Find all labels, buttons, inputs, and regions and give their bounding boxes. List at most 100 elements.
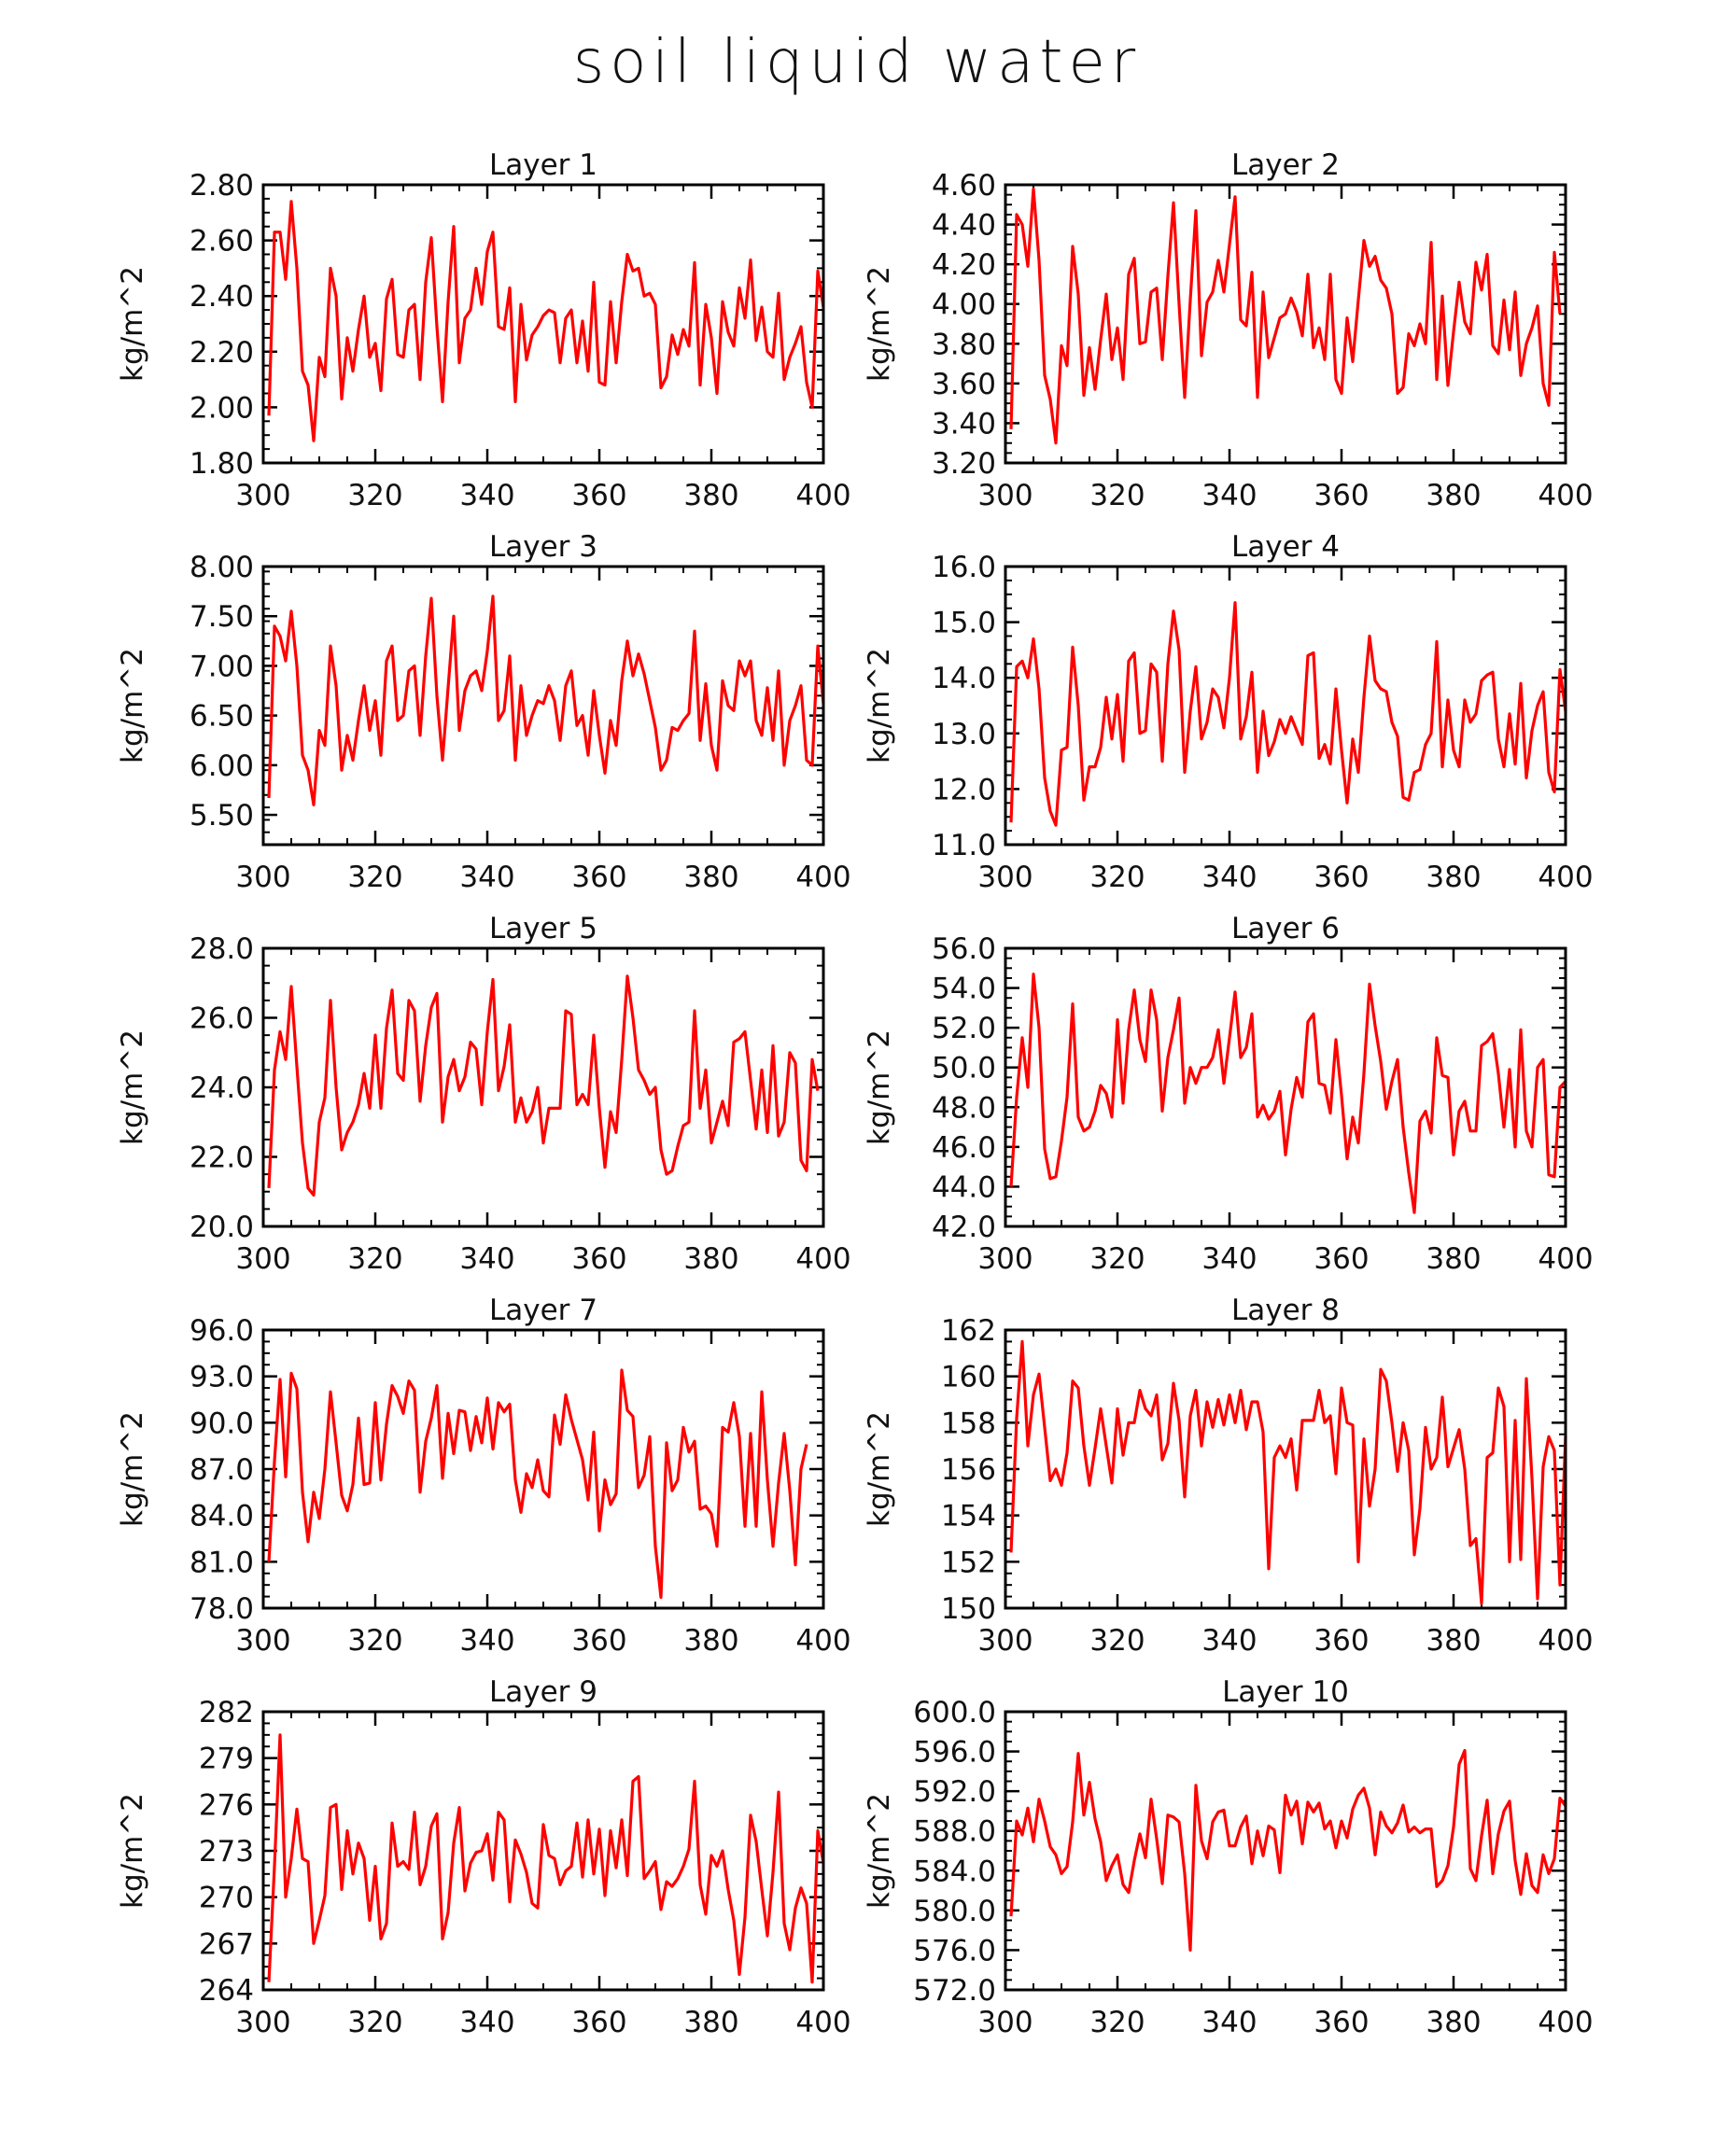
chart-layer-1: 300 320 340 360 380 400 1.80 2.00 2.20 2.40 2.60 2.…	[116, 148, 851, 512]
y-axis-label: kg/m^2	[116, 648, 149, 763]
y-axis-label: kg/m^2	[116, 1793, 149, 1909]
x-tick-label: 380	[683, 479, 738, 512]
x-tick-label: 300	[977, 2006, 1033, 2039]
y-tick-label: 576.0	[913, 1934, 996, 1967]
series-line	[269, 1735, 823, 1982]
y-tick-label: 44.0	[932, 1170, 996, 1204]
x-tick-label: 300	[235, 861, 290, 894]
x-tick-label: 340	[1201, 1624, 1257, 1658]
plot-frame	[263, 1330, 823, 1608]
x-tick-label: 380	[683, 1242, 738, 1276]
y-tick-label: 54.0	[932, 973, 996, 1006]
y-tick-label: 4.00	[932, 288, 996, 322]
plot-frame	[263, 567, 823, 845]
panel-title: Layer 8	[1231, 1294, 1340, 1327]
x-tick-label: 360	[1314, 1624, 1369, 1658]
panel-title: Layer 6	[1231, 912, 1340, 945]
y-tick-label: 592.0	[913, 1775, 996, 1809]
y-tick-label: 4.60	[932, 169, 996, 203]
y-tick-label: 8.00	[190, 551, 254, 584]
y-tick-label: 162	[941, 1314, 996, 1348]
x-tick-label: 340	[1201, 479, 1257, 512]
x-tick-label: 320	[1089, 861, 1145, 894]
y-tick-label: 5.50	[190, 799, 254, 833]
x-tick-label: 360	[571, 861, 626, 894]
y-tick-label: 42.0	[932, 1211, 996, 1244]
chart-layer-3: 300 320 340 360 380 400 5.50 6.00 6.50 7.00 7.50 8.…	[116, 530, 851, 894]
y-tick-label: 273	[199, 1835, 254, 1869]
plot-frame	[263, 185, 823, 463]
x-tick-label: 380	[1426, 1242, 1481, 1276]
y-tick-label: 596.0	[913, 1736, 996, 1770]
x-tick-label: 340	[1201, 861, 1257, 894]
chart-layer-4: 300 320 340 360 380 40011.012.013.014.015.016…	[863, 530, 1594, 894]
x-tick-label: 380	[1426, 861, 1481, 894]
y-tick-label: 2.40	[190, 280, 254, 314]
y-axis-label: kg/m^2	[116, 266, 149, 382]
x-tick-label: 380	[683, 2006, 738, 2039]
x-tick-label: 400	[795, 1242, 850, 1276]
panel-title: Layer 5	[489, 912, 597, 945]
y-tick-label: 580.0	[913, 1895, 996, 1928]
y-tick-label: 96.0	[190, 1314, 254, 1348]
plot-frame	[1005, 567, 1566, 845]
y-tick-label: 264	[199, 1974, 254, 2008]
chart-layer-2: 300 320 340 360 380 4003.203.403.603.804.004.…	[863, 148, 1594, 512]
y-tick-label: 26.0	[190, 1002, 254, 1036]
chart-layer-9: 300 320 340 360 380 400264267270273276279282L…	[116, 1675, 851, 2039]
x-tick-label: 340	[459, 861, 514, 894]
panel-title: Layer 2	[1231, 148, 1340, 182]
x-tick-label: 300	[977, 1242, 1033, 1276]
y-axis-label: kg/m^2	[863, 1029, 896, 1145]
x-tick-label: 300	[235, 479, 290, 512]
y-tick-label: 600.0	[913, 1696, 996, 1729]
y-axis-label: kg/m^2	[863, 648, 896, 763]
y-tick-label: 3.60	[932, 368, 996, 401]
series-line	[1011, 603, 1566, 825]
x-tick-label: 380	[1426, 479, 1481, 512]
x-tick-label: 400	[1538, 1242, 1593, 1276]
x-tick-label: 320	[347, 479, 402, 512]
x-tick-label: 320	[347, 1624, 402, 1658]
y-tick-label: 158	[941, 1407, 996, 1440]
x-tick-label: 400	[795, 2006, 850, 2039]
panel-title: Layer 4	[1231, 530, 1340, 564]
y-axis-label: kg/m^2	[863, 266, 896, 382]
x-tick-label: 400	[1538, 2006, 1593, 2039]
y-axis-label: kg/m^2	[116, 1411, 149, 1527]
x-tick-label: 360	[1314, 861, 1369, 894]
y-tick-label: 52.0	[932, 1012, 996, 1045]
chart-layer-6: 300 320 340 360 380 40042.044.046.048.050.052…	[863, 912, 1594, 1276]
y-axis-label: kg/m^2	[863, 1411, 896, 1527]
x-tick-label: 320	[1089, 479, 1145, 512]
y-tick-label: 588.0	[913, 1815, 996, 1849]
plot-frame	[263, 1712, 823, 1990]
x-tick-label: 400	[1538, 1624, 1593, 1658]
chart-layer-10: 300 320 340 360 380 400 572.0 576.0 580.0 584.0 58…	[863, 1675, 1594, 2039]
y-tick-label: 48.0	[932, 1091, 996, 1125]
y-tick-label: 572.0	[913, 1974, 996, 2008]
y-tick-label: 16.0	[932, 551, 996, 584]
x-tick-label: 340	[459, 2006, 514, 2039]
series-line	[1011, 1341, 1566, 1603]
series-line	[269, 1370, 807, 1597]
y-tick-label: 20.0	[190, 1211, 254, 1244]
y-tick-label: 22.0	[190, 1141, 254, 1175]
y-tick-label: 1.80	[190, 447, 254, 481]
x-tick-label: 380	[683, 1624, 738, 1658]
x-tick-label: 400	[795, 861, 850, 894]
plot-frame	[263, 948, 823, 1226]
plot-frame	[1005, 948, 1566, 1226]
x-tick-label: 320	[1089, 2006, 1145, 2039]
y-tick-label: 584.0	[913, 1855, 996, 1888]
y-tick-label: 81.0	[190, 1546, 254, 1579]
x-tick-label: 320	[1089, 1242, 1145, 1276]
y-tick-label: 93.0	[190, 1361, 254, 1394]
x-tick-label: 320	[347, 1242, 402, 1276]
series-line	[1011, 974, 1566, 1212]
y-tick-label: 87.0	[190, 1453, 254, 1487]
series-line	[1011, 1751, 1566, 1951]
y-tick-label: 7.00	[190, 650, 254, 683]
x-tick-label: 360	[571, 2006, 626, 2039]
